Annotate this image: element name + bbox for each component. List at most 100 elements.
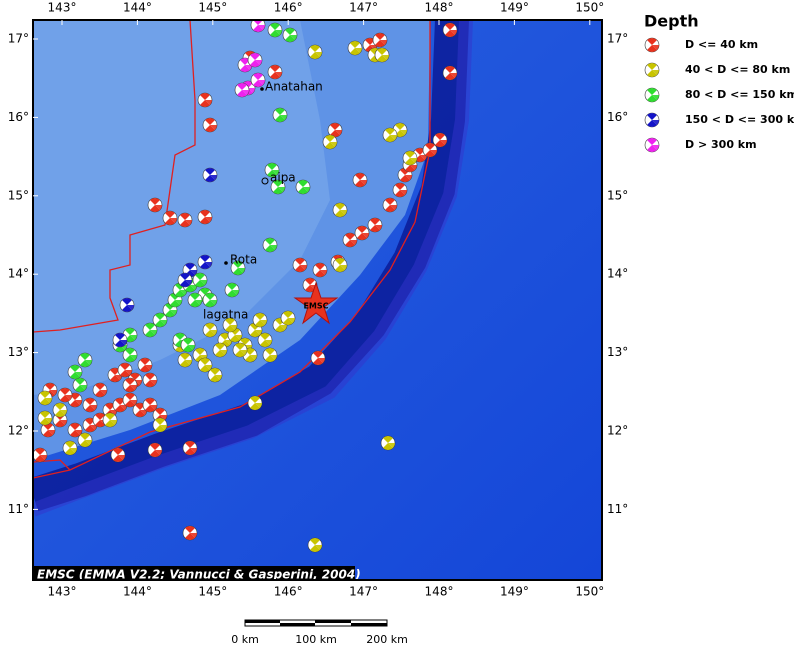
focal-mechanism (142, 397, 158, 413)
focal-mechanism (177, 272, 193, 288)
ball-quadrant (647, 138, 657, 152)
ball-quadrant (445, 23, 455, 37)
ball-quadrant (180, 290, 187, 295)
ball-quadrant (48, 430, 55, 435)
lon-tick-label: 150° (575, 1, 604, 15)
lat-tick-label: 17° (8, 32, 29, 46)
legend-label: 150 < D <= 300 km (685, 113, 794, 126)
focal-mechanism (122, 347, 138, 363)
scale-label: 200 km (366, 633, 408, 646)
scale-label: 0 km (231, 633, 259, 646)
ball-quadrant (395, 123, 405, 137)
ball-quadrant (275, 72, 282, 77)
focal-mechanism (257, 332, 273, 348)
ball-quadrant (330, 123, 340, 137)
ball-quadrant (125, 393, 135, 407)
ridge (33, 20, 330, 395)
ball-quadrant (258, 25, 265, 30)
ball-quadrant (283, 311, 293, 325)
focal-mechanism (262, 237, 278, 253)
focal-mechanism (40, 422, 56, 438)
focal-mechanism (372, 32, 388, 48)
focal-mechanism (250, 72, 266, 88)
ball-quadrant (205, 217, 212, 222)
ball-quadrant (227, 283, 237, 297)
focal-mechanism (292, 257, 308, 273)
place-label: Rota (230, 253, 257, 267)
ball-quadrant (430, 150, 437, 155)
ball-quadrant (210, 175, 217, 180)
focal-mechanism (197, 92, 213, 108)
focal-mechanism (122, 392, 138, 408)
ball-quadrant (195, 273, 205, 287)
focal-mechanism (230, 260, 246, 276)
ball-quadrant (345, 233, 355, 247)
focal-mechanism (307, 44, 323, 60)
ball-quadrant (95, 413, 105, 427)
ball-quadrant (390, 205, 397, 210)
scale-bar-segment (280, 623, 315, 626)
focal-mechanism (332, 257, 348, 273)
ball-quadrant (265, 340, 272, 345)
ball-quadrant (183, 338, 193, 352)
focal-mechanism (197, 209, 213, 225)
legend-symbol (644, 62, 660, 78)
focal-mechanism (422, 142, 438, 158)
focal-mechanism (119, 297, 135, 313)
ball-quadrant (215, 375, 222, 380)
focal-mechanism (102, 412, 118, 428)
ball-quadrant (85, 418, 95, 432)
ball-quadrant (215, 343, 225, 357)
focal-mechanism (147, 442, 163, 458)
ball-quadrant (100, 390, 107, 395)
ball-quadrant (255, 330, 262, 335)
ball-quadrant (415, 148, 425, 162)
ball-quadrant (410, 158, 417, 163)
ball-quadrant (75, 400, 82, 405)
focal-mechanism (262, 347, 278, 363)
ball-quadrant (110, 420, 117, 425)
ball-quadrant (652, 70, 659, 75)
ball-quadrant (388, 443, 395, 448)
plate-boundary (33, 20, 196, 333)
legend-label: 40 < D <= 80 km (685, 63, 790, 76)
lat-tick-label: 13° (8, 345, 29, 359)
ball-quadrant (155, 450, 162, 455)
ball-quadrant (205, 168, 215, 182)
epicenter-label: EMSC (303, 302, 328, 311)
scale-bar-segment (351, 623, 387, 626)
ball-quadrant (75, 430, 82, 435)
ball-quadrant (272, 170, 279, 175)
focal-mechanism (142, 372, 158, 388)
lon-tick-label: 143° (48, 1, 77, 15)
ball-quadrant (258, 80, 265, 85)
ball-quadrant (260, 333, 270, 347)
ball-quadrant (400, 130, 407, 135)
ball-quadrant (150, 380, 157, 385)
focal-mechanism (33, 447, 48, 463)
focal-mechanism (62, 440, 78, 456)
ball-quadrant (253, 20, 263, 32)
focal-mechanism (307, 537, 323, 553)
ball-quadrant (135, 380, 142, 385)
lat-tick-label: 16° (8, 110, 29, 124)
ball-quadrant (150, 405, 157, 410)
ball-quadrant (253, 73, 263, 87)
ball-quadrant (125, 370, 132, 375)
ball-quadrant (450, 30, 457, 35)
ball-quadrant (125, 378, 135, 392)
focal-mechanism (442, 65, 458, 81)
focal-mechanism (202, 167, 218, 183)
ball-quadrant (145, 373, 155, 387)
lon-tick-label: 147° (349, 585, 378, 599)
focal-mechanism (77, 432, 93, 448)
ball-quadrant (65, 395, 72, 400)
ball-quadrant (260, 320, 267, 325)
ball-quadrant (210, 125, 217, 130)
ball-quadrant (130, 355, 137, 360)
ball-quadrant (310, 538, 320, 552)
focal-mechanism (247, 52, 263, 68)
ball-quadrant (275, 108, 285, 122)
focal-mechanism (374, 47, 390, 63)
ball-quadrant (405, 175, 412, 180)
